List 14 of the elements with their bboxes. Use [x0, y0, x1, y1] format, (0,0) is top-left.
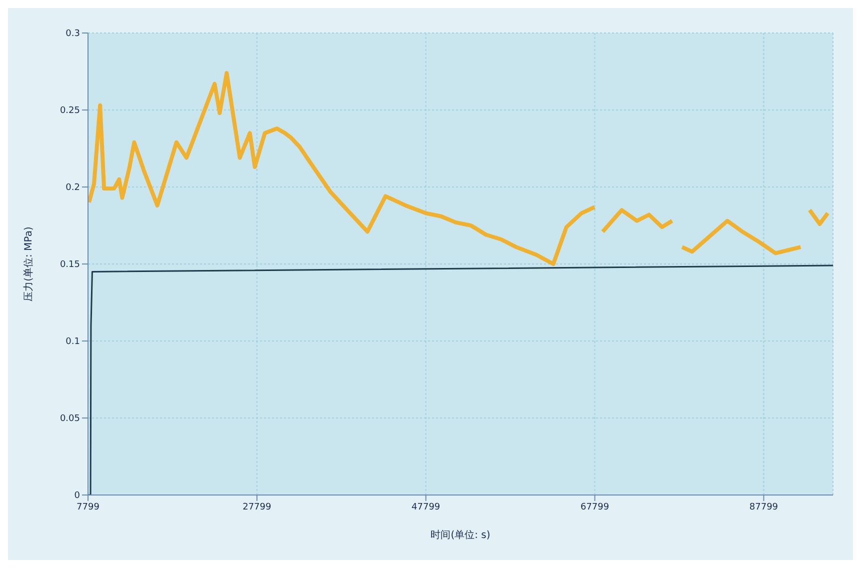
y-tick-label: 0	[74, 491, 80, 502]
y-tick-label: 0.3	[66, 29, 80, 40]
x-tick-label: 67799	[580, 502, 610, 512]
x-tick-label: 47799	[412, 502, 440, 512]
x-tick-label: 27799	[242, 502, 272, 512]
x-tick-label: 87799	[749, 502, 778, 512]
x-axis-title: 时间(单位: s)	[430, 529, 490, 541]
y-tick-label: 0.1	[66, 337, 80, 348]
y-axis-title: 压力(单位: MPa)	[22, 226, 35, 302]
y-tick-label: 0.05	[60, 414, 80, 424]
x-tick-label: 7799	[76, 502, 100, 512]
y-tick-label: 0.25	[60, 106, 80, 116]
y-tick-label: 0.15	[60, 260, 80, 270]
y-tick-label: 0.2	[66, 183, 80, 194]
